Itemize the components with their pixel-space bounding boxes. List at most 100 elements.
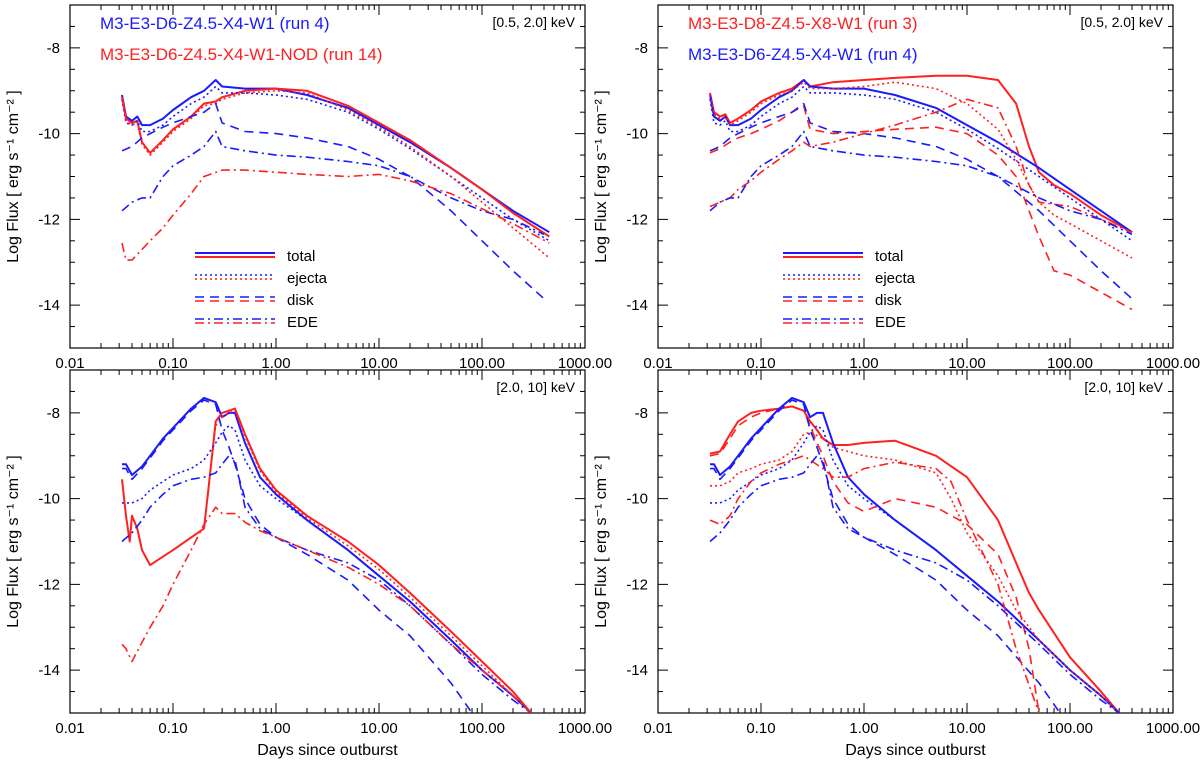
- x-tick-label: 10.00: [948, 720, 986, 737]
- x-tick-label: 1.00: [849, 355, 878, 372]
- x-tick-label: 0.10: [158, 720, 187, 737]
- legend-label: EDE: [287, 314, 318, 331]
- x-tick-label: 0.10: [158, 355, 187, 372]
- energy-band-label: [0.5, 2.0] keV: [493, 14, 576, 30]
- y-tick-label: -10: [626, 491, 648, 508]
- model-label: M3-E3-D6-Z4.5-X4-W1 (run 4): [100, 14, 330, 33]
- x-axis-label: Days since outburst: [257, 742, 398, 759]
- series-line-run4-total: [709, 79, 1133, 234]
- x-tick-label: 10.00: [360, 720, 398, 737]
- series-line-run4-ejecta: [710, 424, 1120, 713]
- series-line-run14-total: [121, 407, 532, 713]
- y-axis-label: Log Flux [ erg s⁻¹ cm⁻² ]: [5, 90, 22, 262]
- model-label: M3-E3-D6-Z4.5-X4-W1-NOD (run 14): [100, 45, 382, 64]
- x-tick-label: 1000.00: [558, 720, 612, 737]
- legend-label: disk: [875, 292, 902, 309]
- series-line-run4-total: [122, 396, 532, 713]
- x-tick-label: 0.01: [55, 355, 84, 372]
- legend-label: total: [875, 248, 903, 265]
- series-group: [709, 74, 1133, 311]
- series-line-run3-disk: [709, 105, 1133, 311]
- series-line-run14-ejecta: [207, 409, 532, 713]
- x-tick-label: 1000.00: [1146, 355, 1200, 372]
- y-tick-label: -12: [38, 576, 60, 593]
- legend-label: ejecta: [875, 270, 916, 287]
- x-tick-label: 0.01: [643, 355, 672, 372]
- series-line-run4-disk: [710, 399, 1061, 713]
- series-group: [121, 79, 550, 300]
- model-label: M3-E3-D6-Z4.5-X4-W1 (run 4): [688, 45, 918, 64]
- y-axis-label: Log Flux [ erg s⁻¹ cm⁻² ]: [593, 455, 610, 627]
- plot-frame: [657, 369, 1174, 714]
- legend-label: total: [287, 248, 315, 265]
- x-tick-label: 1.00: [849, 720, 878, 737]
- legend-label: ejecta: [287, 270, 328, 287]
- energy-band-label: [2.0, 10] keV: [1084, 379, 1163, 395]
- y-axis-label: Log Flux [ erg s⁻¹ cm⁻² ]: [593, 90, 610, 262]
- y-tick-label: -14: [626, 662, 648, 679]
- y-axis-label: Log Flux [ erg s⁻¹ cm⁻² ]: [5, 455, 22, 627]
- x-tick-label: 100.00: [1047, 355, 1093, 372]
- y-tick-label: -8: [635, 40, 648, 57]
- y-tick-label: -12: [626, 576, 648, 593]
- y-tick-label: -14: [38, 662, 60, 679]
- series-group: [121, 396, 532, 713]
- series-line-run3-EDE: [709, 454, 1040, 713]
- series-line-run4-disk: [122, 399, 473, 713]
- legend-label: EDE: [875, 314, 906, 331]
- series-line-run3-disk: [709, 405, 1040, 713]
- x-tick-label: 1.00: [261, 355, 290, 372]
- series-line-run4-ejecta: [121, 85, 550, 242]
- y-tick-label: -14: [38, 297, 60, 314]
- y-tick-label: -10: [38, 126, 60, 143]
- chart-panel-bottom-right: 0.01 0.10 1.00 10.00 100.00 1000.00 -8 -10 -12 -1…: [593, 369, 1200, 759]
- series-line-run14-EDE: [121, 169, 550, 261]
- x-tick-label: 10.00: [948, 355, 986, 372]
- series-line-run4-ejecta: [122, 424, 532, 713]
- y-tick-label: -8: [635, 405, 648, 422]
- energy-band-label: [0.5, 2.0] keV: [1081, 14, 1164, 30]
- plot-frame: [69, 369, 586, 714]
- chart-panel-top-left: 0.01 0.10 1.00 10.00 100.00 1000.00 -8 -10 -12 -1…: [5, 4, 612, 372]
- y-tick-label: -10: [626, 126, 648, 143]
- x-tick-label: 100.00: [459, 355, 505, 372]
- y-tick-label: -10: [38, 491, 60, 508]
- energy-band-label: [2.0, 10] keV: [496, 379, 575, 395]
- x-tick-label: 1000.00: [1146, 720, 1200, 737]
- series-line-run3-total: [709, 405, 1120, 713]
- chart-panel-top-right: 0.01 0.10 1.00 10.00 100.00 1000.00 -8 -10 -12 -1…: [593, 4, 1200, 372]
- x-tick-label: 0.10: [746, 355, 775, 372]
- x-tick-label: 100.00: [1047, 720, 1093, 737]
- y-tick-label: -12: [626, 211, 648, 228]
- series-line-run4-ejecta: [709, 85, 1133, 242]
- y-tick-label: -12: [38, 211, 60, 228]
- series-line-run3-total: [709, 74, 1133, 234]
- series-line-run4-EDE: [709, 454, 1120, 713]
- x-tick-label: 1.00: [261, 720, 290, 737]
- series-line-run4-disk: [709, 102, 1133, 300]
- x-tick-label: 100.00: [459, 720, 505, 737]
- series-line-run14-total: [121, 87, 550, 238]
- y-tick-label: -8: [47, 405, 60, 422]
- model-label: M3-E3-D8-Z4.5-X8-W1 (run 3): [688, 14, 918, 33]
- series-line-run14-EDE: [121, 506, 532, 713]
- series-line-run4-total: [710, 396, 1120, 713]
- series-line-run3-ejecta: [709, 81, 1133, 259]
- x-tick-label: 0.01: [643, 720, 672, 737]
- chart-panel-bottom-left: 0.01 0.10 1.00 10.00 100.00 1000.00 -8 -10 -12 -1…: [5, 369, 612, 759]
- x-tick-label: 1000.00: [558, 355, 612, 372]
- series-line-run4-EDE: [709, 130, 1133, 236]
- series-group: [709, 396, 1120, 713]
- legend-label: disk: [287, 292, 314, 309]
- series-line-run4-disk: [121, 102, 545, 300]
- series-line-run14-ejecta: [121, 90, 550, 259]
- y-tick-label: -8: [47, 40, 60, 57]
- x-tick-label: 0.10: [746, 720, 775, 737]
- series-line-run3-ejecta: [710, 431, 1120, 713]
- x-axis-label: Days since outburst: [845, 742, 986, 759]
- series-line-run4-EDE: [121, 454, 532, 713]
- x-tick-label: 0.01: [55, 720, 84, 737]
- series-line-run3-EDE: [709, 98, 1133, 233]
- x-tick-label: 10.00: [360, 355, 398, 372]
